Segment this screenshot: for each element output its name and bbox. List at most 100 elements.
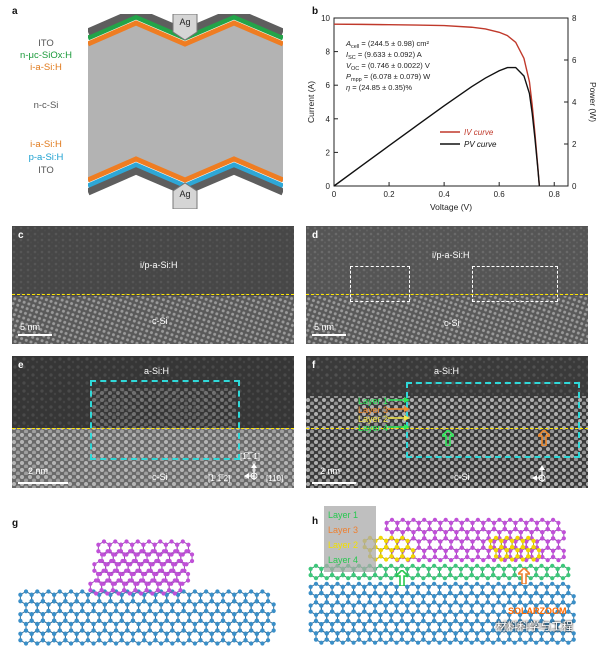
x-tick-label: 0.2 <box>383 190 395 199</box>
x-tick-label: 0 <box>332 190 337 199</box>
atomic-model-g <box>18 539 276 646</box>
cell-parameter: ISC = (9.633 ± 0.092) A <box>346 50 422 61</box>
label-n-layer: n-μc-SiOx:H <box>20 50 72 61</box>
epitaxial-cluster <box>88 539 195 596</box>
panel-h: h Layer 1 Layer 3 Layer 2 Layer 4 SOLARZ… <box>300 498 600 648</box>
substrate-label: c-Si <box>152 472 168 482</box>
legend-pv-label: PV curve <box>464 140 497 149</box>
x-tick-label: 0.4 <box>439 190 451 199</box>
panel-label-h: h <box>312 516 319 527</box>
cell-stack-diagram <box>88 14 283 209</box>
panel-label-e: e <box>18 360 24 371</box>
watermark-caption: 材料科学与工程 <box>496 621 573 633</box>
x-tick-label: 0.6 <box>494 190 506 199</box>
orientation-axes-icon <box>244 463 258 480</box>
substrate-label: c-Si <box>152 316 168 326</box>
y-tick-label: 6 <box>326 81 331 90</box>
y2-axis-label: Power (W) <box>588 82 598 122</box>
layer-label: Layer 2 <box>328 540 359 550</box>
layer-label: Layer 3 <box>328 525 359 535</box>
panel-label-f: f <box>312 360 316 371</box>
cell-parameter: Pmpp = (6.078 ± 0.079) W <box>346 72 431 83</box>
y-tick-label: 10 <box>321 14 330 23</box>
atomic-model-h <box>308 517 576 645</box>
panel-a: a ITO n-μc-SiOx:H i-a-Si:H n-c-Si i-a-Si… <box>0 0 300 212</box>
orientation-axes-icon <box>532 465 546 482</box>
iv-pv-chart: 0 0.2 0.4 0.6 0.8 0 2 4 6 8 10 0 2 4 6 8 Voltage (V) Curr… <box>306 14 598 212</box>
panel-f-hrtem: f a-Si:H Layer 1 Layer 3 Layer 2 Layer 4… <box>306 356 588 488</box>
interface-line <box>306 294 588 295</box>
layer-arrows <box>388 397 410 430</box>
layer-label: Layer 1 <box>328 510 359 520</box>
layer-label: Layer 2 <box>358 414 389 424</box>
scale-bar <box>312 482 356 484</box>
scale-bar <box>312 334 346 336</box>
orange-up-arrow-icon <box>538 430 550 446</box>
label-n-c-si: n-c-Si <box>33 100 59 111</box>
panel-e-hrtem: e a-Si:H c-Si 2 nm [1̅1̅ 1] [̅1 1̅ 2] [1… <box>12 356 294 488</box>
y-tick-label: 2 <box>326 148 331 157</box>
panel-label-d: d <box>312 230 319 241</box>
direction-label-beam: [110] <box>266 474 284 483</box>
layer-legend-box: Layer 1 Layer 3 Layer 2 Layer 4 <box>324 506 376 572</box>
layer-label: Layer 4 <box>358 423 389 433</box>
epitaxy-region-box <box>90 380 240 460</box>
panel-label-b: b <box>312 6 319 17</box>
interface-line <box>12 428 294 429</box>
cell-parameter: η = (24.85 ± 0.35)% <box>346 83 412 92</box>
y-tick-label: 8 <box>326 48 331 57</box>
y-tick-label: 4 <box>326 115 331 124</box>
y2-tick-label: 0 <box>572 182 577 191</box>
panel-b: b 0 0.2 0.4 0.6 0.8 0 2 4 6 8 10 0 2 4 6 8 Voltage (V) Cu… <box>300 0 600 222</box>
panel-g: g <box>0 498 300 648</box>
epitaxy-region-box <box>406 382 580 458</box>
amorphous-layer-label: i/p-a-Si:H <box>432 250 470 260</box>
epitaxy-region-box-right <box>472 266 558 302</box>
y2-tick-label: 2 <box>572 140 577 149</box>
panel-label-g: g <box>12 518 19 529</box>
x-tick-label: 0.8 <box>549 190 561 199</box>
scale-bar-label: 5 nm <box>20 322 41 332</box>
layer-label: Layer 4 <box>328 555 359 565</box>
panel-d-tem: d i/p-a-Si:H c-Si 5 nm <box>306 226 588 344</box>
amorphous-layer-label: a-Si:H <box>434 366 460 376</box>
scale-bar-label: 2 nm <box>320 466 341 476</box>
ag-label-top: Ag <box>179 17 191 27</box>
ag-label-bottom: Ag <box>179 189 191 199</box>
panel-label-c: c <box>18 230 24 241</box>
cell-parameter: VOC = (0.746 ± 0.0022) V <box>346 61 430 72</box>
green-up-arrow-icon <box>442 430 454 446</box>
amorphous-layer-label: i/p-a-Si:H <box>140 260 178 270</box>
yellow-layer-right <box>488 535 542 562</box>
y-tick-label: 0 <box>326 182 331 191</box>
amorphous-overlayer <box>384 517 566 563</box>
crystal-si-lattice <box>308 581 576 645</box>
epitaxy-region-box-left <box>350 266 410 302</box>
ag-contact-top <box>172 14 198 41</box>
ag-contact-bottom <box>172 182 198 209</box>
iv-curve-line <box>333 23 541 187</box>
substrate-label: c-Si <box>454 472 470 482</box>
layer-labels-top: ITO n-μc-SiOx:H i-a-Si:H <box>6 38 86 74</box>
label-ito-top: ITO <box>38 38 54 49</box>
direction-label-vertical: [1̅1̅ 1] <box>240 452 261 461</box>
scale-bar <box>18 334 52 336</box>
pv-curve-line <box>333 66 541 187</box>
layer-labels-bottom: i-a-Si:H p-a-Si:H ITO <box>6 138 86 177</box>
label-i-layer-top: i-a-Si:H <box>30 62 62 73</box>
x-axis-label: Voltage (V) <box>430 202 472 212</box>
label-ito-bottom: ITO <box>38 165 54 176</box>
legend-iv-label: IV curve <box>464 128 494 137</box>
y2-tick-label: 8 <box>572 14 577 23</box>
substrate-label: c-Si <box>444 318 460 328</box>
label-i-layer-bottom: i-a-Si:H <box>30 139 62 150</box>
layer-label: Layer 1 <box>358 396 389 406</box>
interface-line <box>306 428 588 429</box>
amorphous-layer-label: a-Si:H <box>144 366 170 376</box>
scale-bar-label: 5 nm <box>314 322 335 332</box>
crystal-si-lattice <box>18 589 276 646</box>
interface-line <box>12 294 294 295</box>
scale-bar <box>18 482 68 484</box>
scale-bar-label: 2 nm <box>28 466 49 476</box>
layer-label: Layer 3 <box>358 405 389 415</box>
